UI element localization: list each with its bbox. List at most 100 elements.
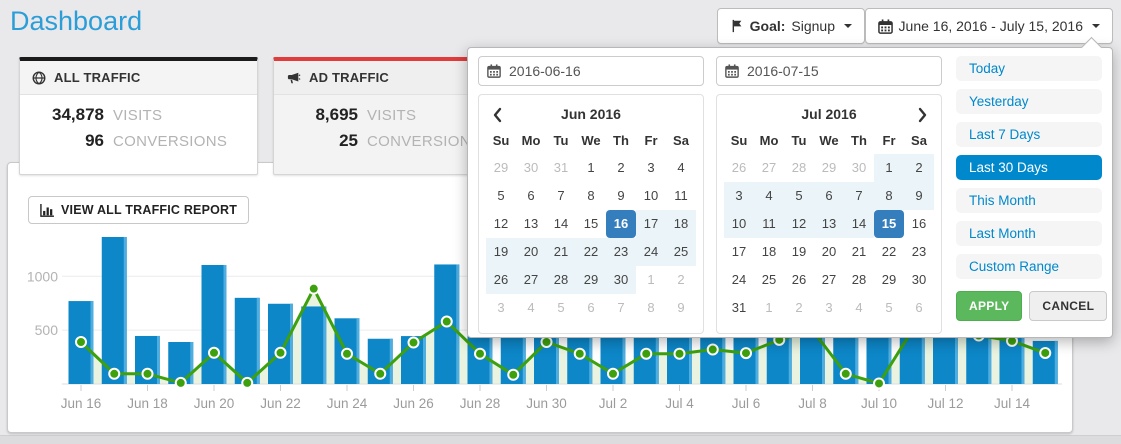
day-cell[interactable]: 1	[765, 300, 773, 315]
day-cell[interactable]: 1	[587, 160, 595, 175]
calendar-next-button[interactable]	[914, 106, 932, 124]
end-date-input[interactable]	[717, 57, 941, 85]
day-cell[interactable]: 9	[677, 300, 685, 315]
day-cell[interactable]: 28	[791, 160, 807, 175]
day-cell[interactable]: 6	[814, 182, 844, 210]
range-option-last-30-days[interactable]: Last 30 Days	[956, 155, 1102, 180]
view-all-traffic-report-button[interactable]: VIEW ALL TRAFFIC REPORT	[28, 196, 250, 224]
day-cell[interactable]: 17	[731, 244, 747, 259]
day-cell[interactable]: 26	[731, 160, 747, 175]
day-cell[interactable]: 25	[666, 238, 696, 266]
day-cell[interactable]: 27	[821, 272, 837, 287]
day-cell[interactable]: 11	[674, 188, 688, 203]
day-cell[interactable]: 7	[557, 188, 565, 203]
range-option-last-month[interactable]: Last Month	[956, 221, 1102, 246]
day-cell[interactable]: 3	[724, 182, 754, 210]
range-option-yesterday[interactable]: Yesterday	[956, 89, 1102, 114]
day-cell[interactable]: 23	[606, 238, 636, 266]
day-cell[interactable]: 6	[527, 188, 535, 203]
day-cell[interactable]: 27	[761, 160, 777, 175]
day-cell[interactable]: 2	[677, 272, 685, 287]
day-cell[interactable]: 2	[795, 300, 803, 315]
day-cell[interactable]: 28	[851, 272, 867, 287]
day-cell[interactable]: 12	[493, 216, 509, 231]
day-cell[interactable]: 5	[784, 182, 814, 210]
day-cell[interactable]: 26	[486, 266, 516, 294]
day-cell[interactable]: 9	[617, 188, 625, 203]
day-cell[interactable]: 12	[784, 210, 814, 238]
day-cell[interactable]: 6	[915, 300, 923, 315]
day-cell[interactable]: 22	[576, 238, 606, 266]
day-cell[interactable]: 22	[881, 244, 897, 259]
day-cell[interactable]: 14	[553, 216, 569, 231]
day-cell[interactable]: 16	[606, 210, 636, 238]
day-cell[interactable]: 31	[553, 160, 569, 175]
day-cell[interactable]: 28	[546, 266, 576, 294]
day-cell[interactable]: 29	[493, 160, 509, 175]
day-cell[interactable]: 14	[844, 210, 874, 238]
day-cell[interactable]: 13	[814, 210, 844, 238]
calendar-prev-button[interactable]	[488, 106, 506, 124]
day-cell[interactable]: 8	[874, 182, 904, 210]
day-cell[interactable]: 4	[754, 182, 784, 210]
cancel-button[interactable]: CANCEL	[1029, 291, 1108, 321]
day-cell[interactable]: 7	[844, 182, 874, 210]
day-cell[interactable]: 23	[911, 244, 927, 259]
day-cell[interactable]: 4	[527, 300, 535, 315]
day-cell[interactable]: 6	[587, 300, 595, 315]
day-cell[interactable]: 5	[497, 188, 505, 203]
day-cell[interactable]: 2	[617, 160, 625, 175]
day-cell[interactable]: 2	[904, 154, 934, 182]
day-cell[interactable]: 24	[731, 272, 747, 287]
day-cell[interactable]: 4	[677, 160, 685, 175]
day-cell[interactable]: 13	[523, 216, 539, 231]
range-option-this-month[interactable]: This Month	[956, 188, 1102, 213]
day-cell[interactable]: 18	[761, 244, 777, 259]
day-cell[interactable]: 20	[821, 244, 837, 259]
day-cell[interactable]: 18	[666, 210, 696, 238]
range-option-last-7-days[interactable]: Last 7 Days	[956, 122, 1102, 147]
day-cell[interactable]: 10	[643, 188, 659, 203]
day-cell[interactable]: 30	[606, 266, 636, 294]
date-range-button[interactable]: June 16, 2016 - July 15, 2016	[864, 8, 1113, 44]
day-cell[interactable]: 4	[855, 300, 863, 315]
day-cell[interactable]: 30	[911, 272, 927, 287]
day-cell[interactable]: 26	[791, 272, 807, 287]
day-cell[interactable]: 29	[576, 266, 606, 294]
day-cell[interactable]: 24	[636, 238, 666, 266]
day-cell[interactable]: 19	[486, 238, 516, 266]
day-cell[interactable]: 30	[523, 160, 539, 175]
day-cell[interactable]: 31	[731, 300, 747, 315]
day-cell[interactable]: 25	[761, 272, 777, 287]
day-cell[interactable]: 8	[587, 188, 595, 203]
day-cell[interactable]: 8	[647, 300, 655, 315]
day-cell[interactable]: 19	[791, 244, 807, 259]
day-cell[interactable]: 10	[724, 210, 754, 238]
day-cell[interactable]: 7	[617, 300, 625, 315]
day-cell[interactable]: 3	[647, 160, 655, 175]
day-cell[interactable]: 21	[851, 244, 867, 259]
range-option-today[interactable]: Today	[956, 56, 1102, 81]
start-date-input[interactable]	[479, 57, 703, 85]
day-cell[interactable]: 3	[497, 300, 505, 315]
goal-selector-button[interactable]: Goal: Signup	[716, 8, 865, 44]
day-cell[interactable]: 3	[825, 300, 833, 315]
day-cell[interactable]: 11	[754, 210, 784, 238]
day-cell[interactable]: 20	[516, 238, 546, 266]
range-option-custom-range[interactable]: Custom Range	[956, 254, 1102, 279]
day-cell[interactable]: 17	[636, 210, 666, 238]
day-cell[interactable]: 29	[881, 272, 897, 287]
day-cell[interactable]: 30	[851, 160, 867, 175]
day-cell[interactable]: 29	[821, 160, 837, 175]
day-cell[interactable]: 5	[885, 300, 893, 315]
day-cell[interactable]: 16	[911, 216, 927, 231]
day-cell[interactable]: 21	[546, 238, 576, 266]
day-cell[interactable]: 1	[874, 154, 904, 182]
day-cell[interactable]: 27	[516, 266, 546, 294]
apply-button[interactable]: APPLY	[956, 291, 1023, 321]
day-cell[interactable]: 9	[904, 182, 934, 210]
day-cell[interactable]: 15	[583, 216, 599, 231]
day-cell[interactable]: 5	[557, 300, 565, 315]
day-cell[interactable]: 1	[647, 272, 655, 287]
day-cell[interactable]: 15	[874, 210, 904, 238]
